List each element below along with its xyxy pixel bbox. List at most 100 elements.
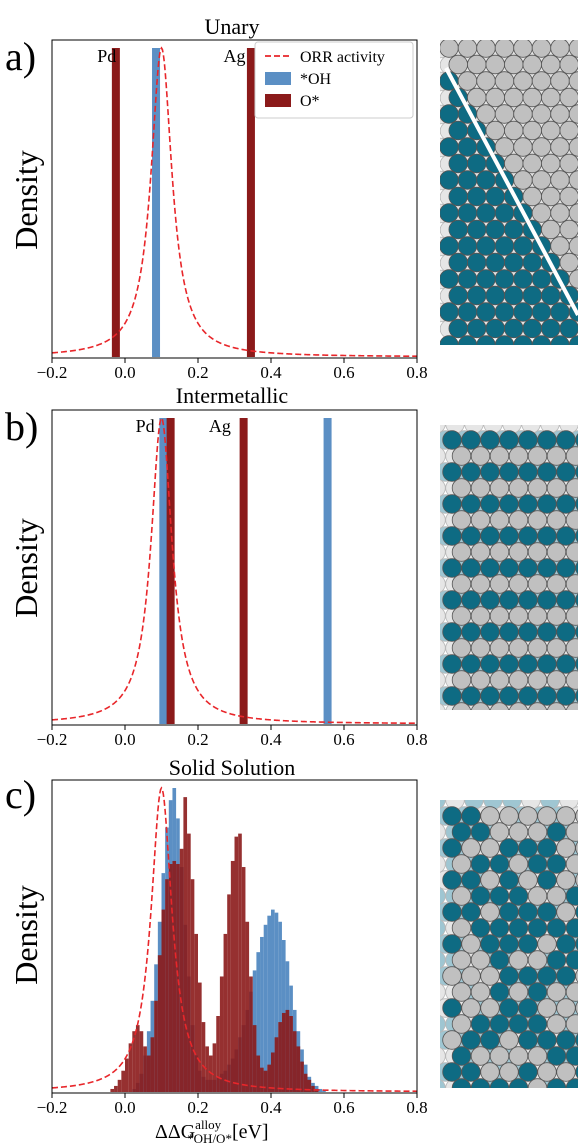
x-tick-label: 0.6 (333, 1098, 354, 1117)
o-hist-bar (267, 1064, 271, 1092)
x-tick-label: 0.0 (114, 363, 135, 382)
o-hist-bar (161, 909, 166, 1092)
o-hist-bar (165, 879, 169, 1092)
o-hist-bar (212, 1043, 217, 1092)
o-hist-bar (132, 1031, 136, 1092)
unary-slab-icon (440, 40, 578, 345)
o-hist-bar (187, 833, 191, 1092)
orr-activity-curve (51, 786, 417, 1093)
oh-hist-bar (263, 924, 268, 1092)
y-axis-label-c: Density (8, 885, 44, 985)
o-hist-bar (227, 894, 231, 1092)
orr-activity-curve (51, 46, 418, 358)
o-bar (246, 48, 255, 357)
panel-intermetallic: b) Intermetallic Density −0.2 0.0 0.2 0.4 0.… (5, 383, 428, 749)
o-hist-bar (135, 1025, 140, 1092)
o-hist-bar (128, 1043, 133, 1092)
o-hist-bar (230, 860, 235, 1092)
oh-hist-bar (260, 936, 264, 1092)
o-hist-bar (241, 867, 246, 1092)
o-hist-bar (190, 879, 195, 1092)
o-hist-bar (281, 1012, 286, 1092)
legend-oh-swatch (265, 72, 291, 85)
x-tick-label: 0.0 (114, 730, 135, 749)
panel-letter-b: b) (5, 404, 38, 449)
o-hist-bar (110, 1088, 115, 1092)
x-tick-label: −0.2 (37, 730, 68, 749)
axes-frame-a (51, 39, 418, 359)
panel-letter-c: c) (5, 772, 36, 817)
o-bar (239, 418, 248, 724)
plot-area-b (51, 416, 418, 725)
legend-oh-label: *OH (300, 71, 332, 88)
o-bar (166, 418, 175, 724)
o-hist-bar (146, 1055, 151, 1092)
oh-hist-bar (256, 952, 261, 1092)
oh-hist-bar (271, 909, 275, 1092)
o-hist-bar (292, 1031, 297, 1092)
oh-hist-bar (322, 1090, 326, 1092)
o-hist-bar (238, 833, 242, 1092)
o-hist-bar (205, 1046, 209, 1092)
x-tick-label: 0.4 (260, 363, 282, 382)
o-hist-bar (154, 1000, 158, 1092)
legend-o-swatch (265, 94, 291, 107)
x-tick-label: 0.6 (333, 363, 354, 382)
o-hist-bar (216, 1016, 220, 1092)
panel-unary: a) Unary Density −0.2 0.0 0.2 0.4 0.6 0.8 Pd A… (5, 14, 428, 382)
plot-area-c (51, 786, 417, 1093)
orr-activity-curve (51, 416, 418, 725)
o-hist-bar (223, 933, 228, 1092)
o-hist-bar (219, 976, 224, 1092)
o-hist-bar (274, 1037, 279, 1092)
oh-hist-bar (274, 912, 279, 1092)
x-axis-label: ΔΔGalloy *OH/O*[eV] (155, 1117, 269, 1143)
o-hist-bar (157, 955, 162, 1092)
o-hist-bar (263, 1070, 268, 1092)
o-hist-bar (278, 1022, 282, 1092)
o-hist-bar (139, 1031, 144, 1092)
o-hist-bar (252, 1025, 257, 1092)
o-hist-bar (234, 836, 239, 1092)
element-annotation: Pd (136, 416, 155, 436)
x-tick-label: 0.2 (187, 1098, 208, 1117)
plot-area-a (51, 46, 418, 358)
o-hist-bar (183, 797, 188, 1092)
element-annotation: Ag (209, 416, 231, 436)
o-bar (111, 48, 120, 357)
x-tick-label: 0.8 (406, 1098, 427, 1117)
o-hist-bar (249, 976, 253, 1092)
panel-letter-a: a) (5, 34, 36, 79)
panel-solid-solution: c) Solid Solution Density −0.2 0.0 0.2 0.4 0… (5, 755, 428, 1117)
solid-solution-slab-icon (440, 800, 578, 1088)
o-hist-bar (172, 860, 177, 1092)
y-axis-label-b: Density (8, 518, 44, 618)
x-tick-label: 0.0 (114, 1098, 135, 1117)
oh-bar (159, 418, 168, 724)
annotations-b: Pd Ag (136, 416, 231, 436)
o-hist-bar (121, 1070, 125, 1092)
panel-title-c: Solid Solution (169, 755, 296, 780)
oh-bar (152, 48, 161, 357)
o-hist-bar (143, 1046, 147, 1092)
oh-hist-bar (267, 915, 271, 1092)
o-hist-bar (114, 1085, 118, 1092)
o-hist-bar (245, 921, 250, 1092)
o-hist-bar (271, 1052, 275, 1092)
o-hist-bar (176, 864, 180, 1092)
axes-frame-c (51, 779, 418, 1094)
x-tick-label: 0.2 (187, 730, 208, 749)
o-hist-bar (300, 1061, 304, 1092)
x-tick-label: 0.4 (260, 730, 282, 749)
o-hist-bar (179, 848, 184, 1092)
element-annotation: Ag (224, 46, 246, 66)
panel-title-b: Intermetallic (176, 383, 289, 408)
o-hist-bar (260, 1067, 264, 1092)
x-tick-label: 0.6 (333, 730, 354, 749)
x-tick-label: −0.2 (37, 363, 68, 382)
x-ticks-b: −0.2 0.0 0.2 0.4 0.6 0.8 (37, 725, 428, 749)
x-tick-label: 0.4 (260, 1098, 282, 1117)
x-ticks-a: −0.2 0.0 0.2 0.4 0.6 0.8 (37, 358, 428, 382)
x-ticks-c: −0.2 0.0 0.2 0.4 0.6 0.8 (37, 1093, 428, 1117)
